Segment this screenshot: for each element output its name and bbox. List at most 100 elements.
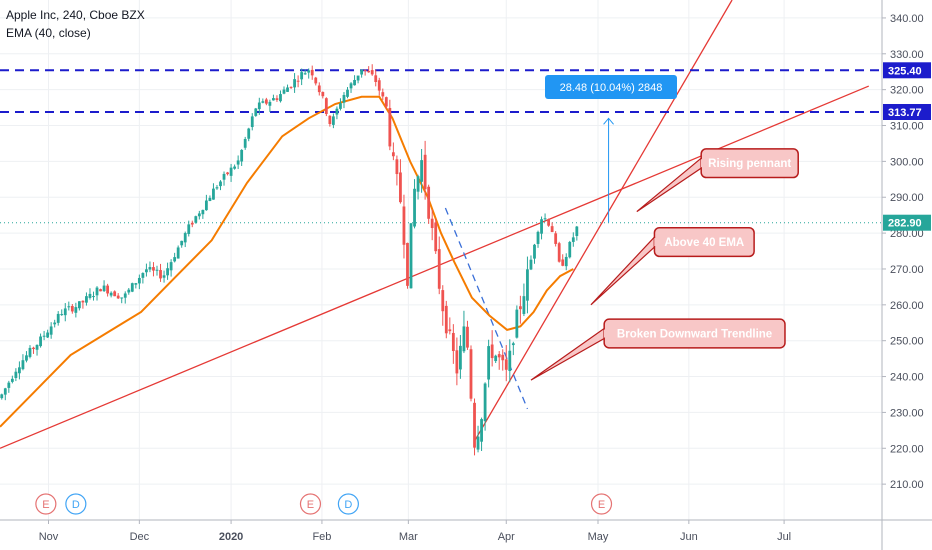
candle-body: [568, 241, 572, 258]
candle-body: [469, 349, 473, 399]
candle-body: [377, 80, 381, 91]
candle-body: [134, 283, 138, 285]
x-tick-label: May: [588, 531, 609, 543]
candle-body: [487, 346, 491, 380]
candle-body: [540, 219, 543, 234]
candle-body: [226, 172, 229, 175]
candle-body: [10, 378, 14, 382]
candle-body: [243, 139, 247, 148]
candle-body: [437, 249, 441, 289]
candle-body: [109, 292, 113, 296]
candle-body: [409, 223, 413, 289]
candle-body: [49, 326, 53, 335]
candle-body: [328, 115, 332, 125]
candle-body: [434, 222, 438, 252]
y-tick-label: 320.00: [890, 85, 924, 97]
x-tick-label: Apr: [498, 531, 515, 543]
dividend-badge: [65, 493, 87, 515]
candle-body: [518, 306, 522, 310]
candle-body: [197, 213, 201, 217]
candle-body: [399, 172, 402, 203]
candle-body: [233, 166, 237, 169]
callout-pointer: [530, 327, 605, 381]
y-tick-label: 240.00: [890, 372, 924, 384]
candle-body: [63, 308, 67, 316]
candle-body: [180, 240, 184, 246]
candle-body: [360, 69, 364, 75]
candle-body: [307, 70, 311, 73]
candle-body: [504, 359, 508, 370]
candle-body: [222, 173, 226, 180]
candle-body: [321, 91, 325, 97]
candle-body: [370, 70, 374, 75]
candle-body: [39, 336, 42, 347]
earnings-badge: [590, 493, 613, 515]
candle-body: [173, 257, 177, 262]
candle-body: [190, 222, 194, 225]
earnings-badge: [35, 493, 57, 515]
candle-body: [406, 242, 409, 286]
chart-legend: Apple Inc, 240, Cboe BZX EMA (40, close): [6, 6, 145, 42]
candle-body: [289, 86, 293, 88]
callout-text: Rising pennant: [708, 158, 791, 170]
candle-body: [466, 326, 469, 348]
x-tick-label: Nov: [39, 531, 59, 543]
candle-body: [571, 237, 575, 242]
price-tag: [883, 214, 931, 231]
candle-body: [56, 313, 60, 323]
candle-body: [148, 267, 152, 270]
candle-body: [219, 181, 222, 187]
y-tick-label: 230.00: [890, 407, 924, 419]
candle-body: [374, 75, 378, 83]
candle-body: [120, 297, 124, 299]
candle-body: [300, 72, 304, 80]
callout-text: Broken Downward Trendline: [617, 329, 772, 341]
candle-body: [522, 296, 526, 314]
symbol-title: Apple Inc, 240, Cboe BZX: [6, 8, 145, 22]
candle-body: [169, 262, 173, 271]
y-tick-label: 300.00: [890, 156, 924, 168]
candle-body: [240, 149, 244, 162]
candle-body: [46, 332, 50, 338]
candle-body: [77, 301, 81, 309]
indicator-label: EMA (40, close): [6, 26, 91, 40]
candle-body: [367, 70, 371, 73]
candle-body: [335, 108, 339, 115]
candle-body: [483, 383, 487, 422]
candle-body: [547, 219, 551, 226]
candle-body: [236, 160, 240, 165]
candle-body: [384, 97, 388, 107]
candle-body: [25, 355, 28, 361]
candle-body: [145, 269, 148, 273]
candle-body: [35, 344, 39, 350]
y-tick-label: 260.00: [890, 300, 924, 312]
candle-body: [155, 269, 159, 271]
candle-body: [7, 382, 11, 388]
candle-body: [106, 285, 110, 294]
earnings-badge: [299, 493, 322, 515]
candle-body: [480, 419, 483, 442]
candle-body: [3, 388, 7, 395]
event-badge-letter: E: [307, 499, 314, 511]
candle-body: [497, 354, 501, 358]
candle-body: [215, 187, 219, 189]
candle-body: [317, 85, 321, 93]
candle-body: [127, 289, 131, 293]
candle-body: [141, 273, 145, 278]
candle-body: [70, 306, 74, 312]
candle-body: [444, 305, 448, 334]
candle-body: [85, 296, 88, 303]
price-tag: [883, 62, 931, 79]
candle-body: [53, 322, 57, 325]
y-tick-label: 210.00: [890, 479, 924, 491]
candle-body: [416, 176, 420, 192]
measure-label-box: [545, 75, 677, 99]
price-tag-label: 325.40: [888, 65, 922, 77]
candle-body: [99, 289, 102, 292]
candle-body: [543, 218, 547, 220]
candle-body: [194, 216, 198, 223]
candle-body: [324, 98, 328, 114]
candle-body: [462, 326, 466, 352]
